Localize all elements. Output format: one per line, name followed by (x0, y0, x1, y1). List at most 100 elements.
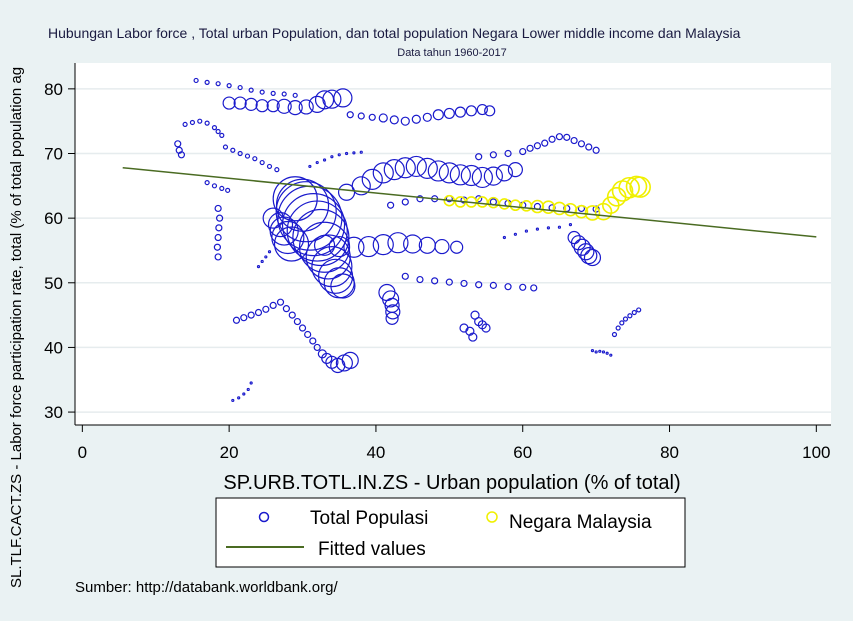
legend: Total Populasi Negara Malaysia Fitted va… (215, 497, 686, 568)
total-populasi-point-50 (252, 156, 258, 162)
total-populasi-point-181 (242, 392, 246, 396)
total-populasi-point-17 (298, 99, 314, 115)
x-tick-label-80: 80 (660, 443, 679, 462)
total-populasi-point-195 (605, 351, 609, 355)
total-populasi-point-80 (351, 176, 371, 196)
total-populasi-point-58 (214, 204, 222, 213)
total-populasi-point-13 (255, 99, 269, 113)
x-axis: 0 20 40 60 80 100 (75, 424, 831, 462)
y-tick-label-30: 30 (44, 403, 63, 422)
total-populasi-point-55 (211, 183, 218, 189)
total-populasi-point-96 (489, 151, 497, 159)
total-populasi-point-128 (328, 235, 350, 258)
total-populasi-point-127 (313, 234, 336, 256)
total-populasi-point-168 (293, 317, 301, 326)
total-populasi-point-22 (346, 111, 354, 119)
total-populasi-point-218 (256, 265, 261, 269)
total-populasi-point-94 (507, 162, 523, 178)
total-populasi-point-179 (231, 398, 235, 403)
total-populasi-point-130 (357, 235, 380, 258)
total-populasi-point-174 (321, 352, 333, 365)
series-negara-malaysia (443, 175, 651, 221)
malaysia-point-4 (487, 196, 500, 209)
total-populasi-point-24 (368, 113, 376, 121)
total-populasi-point-42 (219, 132, 225, 138)
total-populasi-point-25 (378, 113, 388, 123)
total-populasi-point-89 (449, 164, 471, 186)
total-populasi-point-203 (502, 235, 506, 240)
legend-label-total-populasi: Total Populasi (310, 508, 428, 529)
total-populasi-point-7 (270, 90, 276, 96)
total-populasi-point-114 (286, 200, 348, 262)
grid-lines (75, 88, 831, 413)
total-populasi-point-5 (248, 87, 254, 93)
total-populasi-point-167 (288, 311, 296, 319)
total-populasi-point-164 (269, 301, 277, 310)
total-populasi-point-124 (269, 216, 299, 246)
total-populasi-point-140 (445, 278, 453, 286)
total-populasi-point-103 (555, 133, 564, 141)
total-populasi-point-214 (337, 153, 341, 157)
total-populasi-point-133 (403, 234, 423, 254)
total-populasi-point-27 (400, 116, 410, 126)
total-populasi-point-196 (609, 353, 613, 357)
source-note: Sumber: http://databank.worldbank.org/ (75, 579, 338, 596)
total-populasi-point-105 (570, 136, 578, 145)
total-populasi-point-54 (204, 179, 210, 186)
total-populasi-point-59 (215, 214, 224, 222)
total-populasi-point-60 (215, 224, 223, 232)
y-tick-label-40: 40 (44, 338, 63, 357)
total-populasi-point-129 (343, 236, 365, 258)
total-populasi-point-189 (631, 309, 637, 316)
total-populasi-point-111 (275, 181, 337, 243)
legend-label-negara-malaysia: Negara Malaysia (509, 512, 652, 533)
total-populasi-point-90 (460, 164, 482, 187)
y-tick-label-80: 80 (44, 80, 63, 99)
total-populasi-point-155 (481, 323, 491, 333)
total-populasi-point-146 (530, 284, 538, 292)
total-populasi-point-1 (204, 79, 210, 85)
total-populasi-point-81 (361, 168, 383, 190)
total-populasi-point-6 (259, 89, 265, 95)
total-populasi-point-84 (394, 157, 416, 179)
total-populasi-point-213 (330, 155, 334, 159)
total-populasi-point-16 (287, 100, 303, 116)
total-populasi-point-63 (214, 253, 222, 261)
total-populasi-point-186 (619, 320, 625, 326)
total-populasi-point-109 (272, 176, 318, 222)
total-populasi-point-135 (434, 238, 450, 255)
y-axis-title: SL.TLF.CACT.ZS - Labor force participati… (8, 67, 25, 588)
total-populasi-point-47 (230, 147, 236, 153)
total-populasi-point-160 (240, 314, 248, 322)
total-populasi-point-82 (372, 162, 394, 184)
total-populasi-point-106 (577, 140, 586, 148)
total-populasi-point-139 (431, 277, 439, 285)
total-populasi-point-99 (526, 144, 534, 152)
total-populasi-point-12 (244, 97, 258, 111)
total-populasi-point-115 (292, 208, 350, 267)
total-populasi-point-39 (204, 120, 210, 126)
fitted-values-line (122, 166, 817, 238)
total-populasi-point-131 (372, 234, 394, 256)
total-populasi-point-9 (292, 92, 298, 98)
total-populasi-point-211 (315, 160, 319, 165)
total-populasi-point-138 (416, 275, 424, 284)
total-populasi-point-113 (281, 193, 346, 257)
total-populasi-point-21 (333, 88, 353, 108)
total-populasi-point-136 (450, 240, 464, 254)
total-populasi-point-207 (546, 226, 551, 230)
total-populasi-point-185 (615, 325, 621, 331)
total-populasi-point-56 (219, 185, 225, 192)
total-populasi-point-145 (519, 283, 527, 291)
total-populasi-point-52 (266, 163, 273, 170)
total-populasi-point-159 (232, 316, 241, 324)
series-total-populasi (174, 77, 642, 403)
total-populasi-point-35 (484, 105, 496, 117)
total-populasi-point-126 (273, 226, 310, 262)
total-populasi-point-91 (471, 166, 493, 189)
total-populasi-point-87 (427, 160, 449, 182)
total-populasi-point-31 (443, 107, 455, 120)
x-tick-label-100: 100 (802, 443, 830, 462)
total-populasi-point-212 (322, 158, 327, 162)
total-populasi-point-38 (197, 118, 203, 124)
